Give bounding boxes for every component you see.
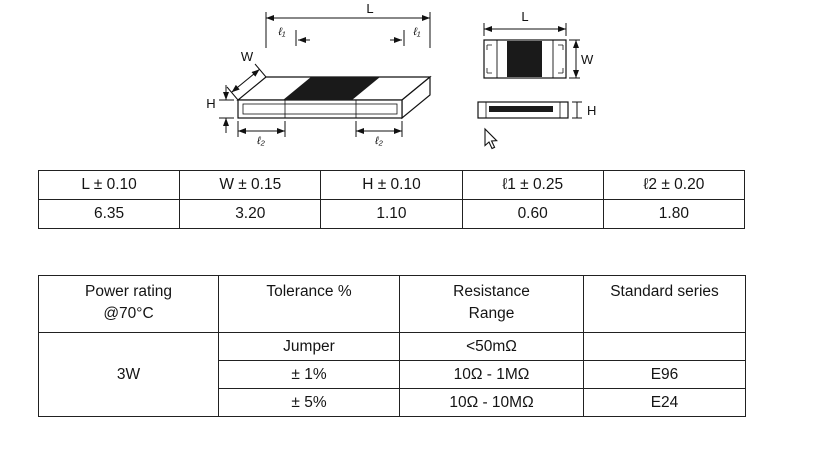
tolerance-5pct: ± 5% [218,388,400,417]
side-view-resistive-bar [489,106,553,112]
front-face-inset [242,103,398,115]
label-L-top: L [521,9,528,24]
mouse-cursor [484,127,498,150]
series-jumper [583,332,746,361]
specs-row-1pct: ± 1% 10Ω - 1MΩ E96 [39,360,746,389]
dimensions-value-row: 6.35 3.20 1.10 0.60 1.80 [37,199,746,229]
side-view [477,101,569,119]
specs-header-resistance: Resistance Range [399,275,584,333]
dim-header-L: L ± 0.10 [37,170,181,200]
tolerance-1pct: ± 1% [218,360,400,389]
label-l1-left: ℓ₁ [277,26,286,38]
top-view-resistive-area [507,41,542,77]
specs-header-row: Power rating @70°C Tolerance % Resistanc… [38,275,746,333]
top-view [483,39,567,79]
power-rating-value: 3W [38,332,219,417]
resistance-line2: Range [468,305,515,323]
top-view-dimension-lines [483,23,580,79]
resistance-range-1pct: 10Ω - 1MΩ [399,360,584,389]
power-rating-line2: @70°C [103,305,154,323]
dim-value-l1: 0.60 [461,199,604,229]
tolerance-jumper: Jumper [218,332,400,361]
resistance-range-5pct: 10Ω - 10MΩ [399,388,584,417]
resistance-range-jumper: <50mΩ [399,332,584,361]
dim-header-l2: ℓ2 ± 0.20 [602,170,746,200]
label-l2-left: ℓ₂ [256,135,266,147]
resistive-layer [283,77,380,100]
label-H-iso: H [206,96,215,111]
label-l2-right: ℓ₂ [374,135,384,147]
label-L-iso: L [366,1,373,16]
dim-value-H: 1.10 [320,199,463,229]
specs-row-jumper: 3W Jumper <50mΩ [38,332,746,417]
dimensions-header-row: L ± 0.10 W ± 0.15 H ± 0.10 ℓ1 ± 0.25 ℓ2 … [37,170,746,200]
label-W-iso: W [241,49,254,64]
dim-header-H: H ± 0.10 [320,170,463,200]
series-e96: E96 [583,360,746,389]
series-e24: E24 [583,388,746,417]
label-H-side: H [587,103,596,118]
dim-value-l2: 1.80 [602,199,746,229]
iso-labels: L ℓ₁ ℓ₁ W H ℓ₂ ℓ₂ [206,1,421,147]
body-front-face [237,99,403,119]
label-l1-right: ℓ₁ [412,26,421,38]
resistance-line1: Resistance [453,283,530,300]
power-rating-line1: Power rating [84,283,172,300]
label-W-top: W [581,52,594,67]
specs-header-tolerance: Tolerance % [218,275,400,333]
specs-header-standard-series: Standard series [583,275,746,333]
dim-header-W: W ± 0.15 [179,170,322,200]
chip-resistor-dimension-diagram: L ℓ₁ ℓ₁ W H ℓ₂ ℓ₂ L W H [206,1,596,150]
iso-dimension-lines [219,12,431,137]
specs-header-power-rating: Power rating @70°C [38,275,219,333]
side-view-dimension-lines [572,101,582,119]
dim-header-l1: ℓ1 ± 0.25 [461,170,604,200]
dimensions-table: L ± 0.10 W ± 0.15 H ± 0.10 ℓ1 ± 0.25 ℓ2 … [37,170,746,229]
dim-value-L: 6.35 [37,199,181,229]
terminal-corner-marks [486,44,564,74]
dim-value-W: 3.20 [179,199,322,229]
specifications-table: Power rating @70°C Tolerance % Resistanc… [38,275,746,417]
specs-row-5pct: ± 5% 10Ω - 10MΩ E24 [39,388,746,417]
isometric-view [236,75,432,120]
